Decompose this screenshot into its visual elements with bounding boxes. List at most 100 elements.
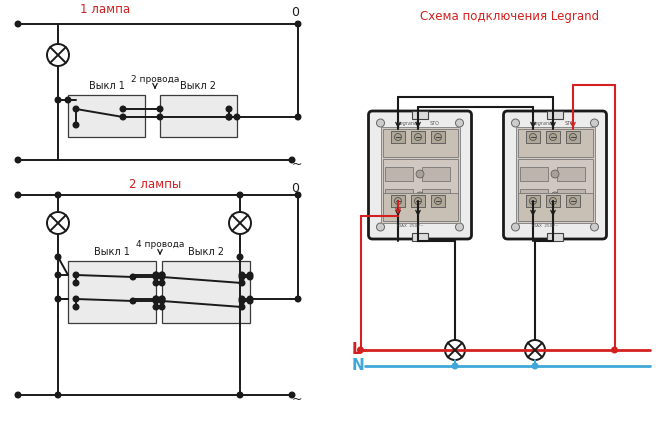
Circle shape: [456, 223, 464, 231]
Circle shape: [570, 134, 576, 140]
Bar: [526, 195, 540, 207]
Circle shape: [159, 280, 165, 286]
Bar: [391, 195, 405, 207]
Circle shape: [247, 272, 253, 278]
Circle shape: [511, 223, 519, 231]
Text: Выкл 1: Выкл 1: [94, 247, 130, 257]
Circle shape: [416, 192, 424, 200]
Text: L: L: [352, 342, 362, 357]
Bar: [517, 129, 592, 157]
Circle shape: [247, 274, 253, 280]
Bar: [391, 131, 405, 143]
Circle shape: [153, 274, 159, 280]
Circle shape: [73, 280, 79, 286]
Circle shape: [55, 192, 61, 198]
Circle shape: [157, 114, 163, 120]
Bar: [383, 129, 458, 157]
Circle shape: [529, 197, 537, 205]
Circle shape: [289, 392, 295, 398]
Circle shape: [239, 274, 245, 280]
Bar: [519, 189, 547, 203]
Circle shape: [295, 114, 301, 120]
Circle shape: [157, 106, 163, 112]
Bar: [411, 195, 425, 207]
Circle shape: [395, 134, 401, 140]
Circle shape: [15, 157, 21, 163]
Circle shape: [226, 106, 232, 112]
Bar: [385, 189, 413, 203]
Text: 0: 0: [291, 182, 299, 195]
Circle shape: [395, 197, 401, 205]
FancyBboxPatch shape: [503, 111, 606, 239]
Bar: [160, 95, 237, 137]
Circle shape: [153, 280, 159, 286]
Circle shape: [159, 296, 165, 302]
Circle shape: [73, 296, 79, 302]
Circle shape: [55, 97, 61, 103]
Circle shape: [549, 197, 557, 205]
Bar: [68, 261, 156, 323]
Bar: [546, 131, 560, 143]
Bar: [431, 131, 445, 143]
Circle shape: [130, 274, 136, 280]
Bar: [383, 193, 458, 221]
Text: 10AX  250V~: 10AX 250V~: [531, 224, 559, 228]
Circle shape: [358, 347, 363, 353]
Bar: [546, 195, 560, 207]
Text: 2 лампы: 2 лампы: [129, 178, 181, 191]
Circle shape: [377, 119, 385, 127]
Circle shape: [130, 298, 136, 304]
Circle shape: [612, 347, 617, 353]
Circle shape: [289, 157, 295, 163]
Circle shape: [55, 296, 61, 302]
Circle shape: [295, 21, 301, 27]
Text: N: N: [352, 358, 364, 373]
Text: 1 лампа: 1 лампа: [80, 3, 130, 16]
Bar: [519, 167, 547, 181]
FancyBboxPatch shape: [369, 111, 472, 239]
Circle shape: [416, 170, 424, 178]
Circle shape: [239, 298, 245, 304]
Circle shape: [295, 192, 301, 198]
Bar: [557, 167, 585, 181]
Circle shape: [153, 272, 159, 278]
Bar: [517, 159, 592, 211]
Text: Схема подключения Legrand: Схема подключения Legrand: [421, 10, 600, 23]
Bar: [412, 111, 428, 119]
Bar: [383, 159, 458, 211]
Text: STO: STO: [565, 121, 575, 126]
Text: 10AX  250V~: 10AX 250V~: [396, 224, 424, 228]
Bar: [411, 131, 425, 143]
Circle shape: [590, 223, 598, 231]
Circle shape: [159, 296, 165, 302]
Circle shape: [153, 304, 159, 310]
Circle shape: [159, 304, 165, 310]
Bar: [422, 167, 450, 181]
Bar: [515, 127, 594, 223]
Bar: [431, 195, 445, 207]
Bar: [162, 261, 250, 323]
Circle shape: [377, 223, 385, 231]
Bar: [566, 131, 580, 143]
Circle shape: [551, 170, 559, 178]
Circle shape: [247, 298, 253, 304]
Bar: [412, 233, 428, 241]
Circle shape: [120, 106, 126, 112]
Circle shape: [570, 197, 576, 205]
Circle shape: [237, 254, 243, 260]
Circle shape: [295, 296, 301, 302]
Circle shape: [549, 134, 557, 140]
Circle shape: [65, 97, 71, 103]
Circle shape: [415, 197, 421, 205]
Circle shape: [159, 272, 165, 278]
Circle shape: [159, 298, 165, 304]
Circle shape: [226, 114, 232, 120]
Circle shape: [239, 272, 245, 278]
Circle shape: [590, 119, 598, 127]
Circle shape: [247, 296, 253, 302]
Circle shape: [237, 392, 243, 398]
Text: Выкл 2: Выкл 2: [188, 247, 224, 257]
Circle shape: [159, 272, 165, 278]
Circle shape: [15, 192, 21, 198]
Circle shape: [55, 272, 61, 278]
